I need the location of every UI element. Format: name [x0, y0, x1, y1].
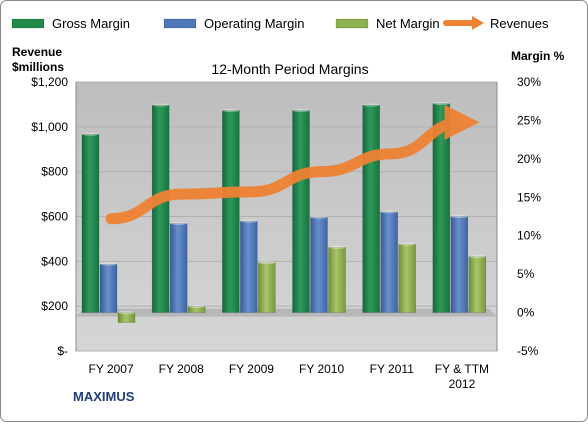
bar-top-operating-margin-fy-2007 [100, 263, 117, 266]
left-axis-label-line2: $millions [12, 60, 64, 74]
left-tick-label-6: $1,200 [31, 75, 68, 89]
left-tick-label-1: $200 [41, 299, 68, 313]
category-label-fy-2009: FY 2009 [229, 362, 274, 376]
bar-gross-margin-fy-2008 [152, 105, 169, 313]
bar-operating-margin-fy-2008 [170, 223, 187, 312]
bar-top-gross-margin-fy-2010 [293, 109, 310, 112]
category-label-fy-2011: FY 2011 [370, 362, 415, 376]
right-tick-label-3: 10% [517, 229, 541, 243]
bar-gross-margin-fy-2011 [363, 105, 380, 313]
right-tick-label-2: 5% [517, 267, 535, 281]
legend-swatch-operating-margin [164, 19, 196, 28]
bar-top-operating-margin-fy-ttm-2012 [451, 215, 468, 218]
right-tick-label-0: -5% [517, 344, 539, 358]
bar-operating-margin-fy-2009 [240, 221, 257, 312]
bar-operating-margin-fy-2010 [311, 217, 328, 312]
legend-label-net-margin: Net Margin [376, 16, 440, 31]
right-tick-label-5: 20% [517, 152, 541, 166]
bar-net-margin-fy-2009 [258, 263, 275, 313]
left-axis-label-line1: Revenue [12, 45, 62, 59]
right-tick-label-7: 30% [517, 75, 541, 89]
bar-top-net-margin-fy-2010 [329, 246, 346, 249]
bar-top-operating-margin-fy-2011 [381, 210, 398, 213]
legend-label-revenues: Revenues [490, 16, 549, 31]
right-axis-label: Margin % [511, 49, 565, 63]
bar-operating-margin-fy-2011 [381, 212, 398, 313]
bar-gross-margin-fy-2007 [82, 134, 99, 312]
company-name: MAXIMUS [73, 389, 135, 404]
left-tick-label-5: $1,000 [31, 120, 68, 134]
legend-label-gross-margin: Gross Margin [52, 16, 130, 31]
bar-gross-margin-fy-2010 [293, 110, 310, 312]
bar-top-gross-margin-fy-ttm-2012 [433, 102, 450, 105]
bar-top-net-margin-fy-2007 [118, 311, 135, 314]
bar-gross-margin-fy-2009 [222, 110, 239, 312]
left-tick-label-4: $800 [41, 165, 68, 179]
right-tick-label-4: 15% [517, 190, 541, 204]
category-label-fy-2010: FY 2010 [299, 362, 344, 376]
legend-swatch-gross-margin [12, 19, 44, 28]
category-label-fy-2008: FY 2008 [159, 362, 204, 376]
bar-top-net-margin-fy-2009 [258, 261, 275, 264]
legend-swatch-net-margin [336, 19, 368, 28]
right-tick-label-1: 0% [517, 306, 535, 320]
bar-top-operating-margin-fy-2010 [311, 216, 328, 219]
bar-top-gross-margin-fy-2007 [82, 133, 99, 136]
bar-top-net-margin-fy-2011 [399, 243, 416, 246]
bar-top-gross-margin-fy-2011 [363, 103, 380, 106]
bar-net-margin-fy-ttm-2012 [469, 256, 486, 312]
bar-top-net-margin-fy-2008 [188, 305, 205, 308]
bar-top-gross-margin-fy-2008 [152, 103, 169, 106]
bar-top-operating-margin-fy-2009 [240, 220, 257, 223]
bar-operating-margin-fy-ttm-2012 [451, 217, 468, 313]
chart-title: 12-Month Period Margins [211, 61, 368, 77]
left-tick-label-2: $400 [41, 254, 68, 268]
legend-label-operating-margin: Operating Margin [204, 16, 304, 31]
bar-operating-margin-fy-2007 [100, 264, 117, 312]
category-label-fy-2007: FY 2007 [89, 362, 134, 376]
left-tick-label-3: $600 [41, 210, 68, 224]
right-tick-label-6: 25% [517, 113, 541, 127]
bar-net-margin-fy-2011 [399, 244, 416, 312]
bar-top-net-margin-fy-ttm-2012 [469, 255, 486, 258]
bar-net-margin-fy-2010 [329, 247, 346, 312]
bar-top-operating-margin-fy-2008 [170, 222, 187, 225]
bar-top-gross-margin-fy-2009 [222, 109, 239, 112]
left-tick-label-0: $- [57, 344, 68, 358]
